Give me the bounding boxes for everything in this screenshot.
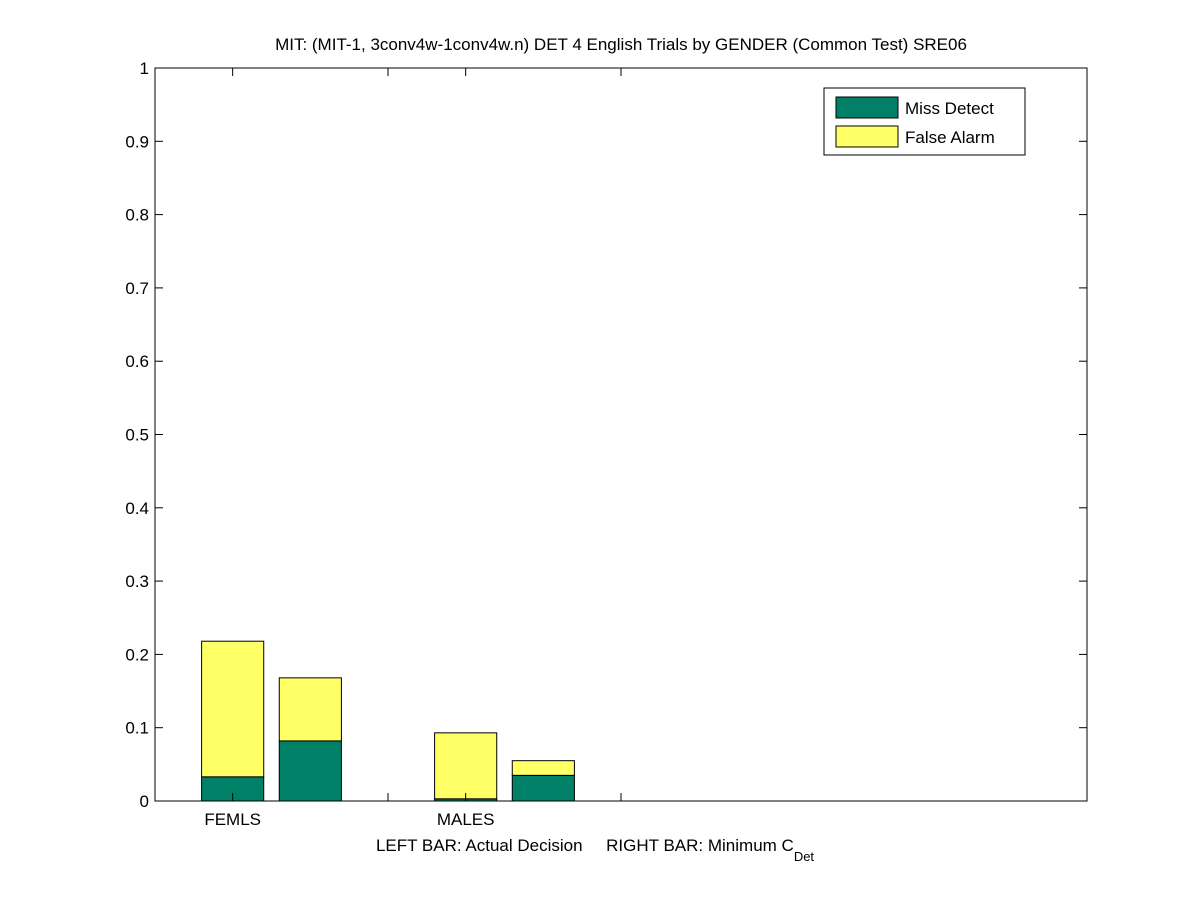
bar-segment: [511, 774, 575, 802]
x-axis-label: LEFT BAR: Actual Decision RIGHT BAR: Min…: [376, 836, 814, 864]
x-axis-label-subscript: Det: [794, 849, 815, 864]
chart-title: MIT: (MIT-1, 3conv4w-1conv4w.n) DET 4 En…: [275, 35, 967, 54]
legend-label: False Alarm: [905, 128, 995, 147]
x-tick-label: MALES: [437, 810, 495, 829]
legend-swatch: [835, 96, 899, 119]
y-tick-label: 0.9: [125, 132, 149, 151]
y-tick-label: 0: [140, 792, 149, 811]
y-tick-label: 0.5: [125, 426, 149, 445]
y-tick-label: 0.1: [125, 719, 149, 738]
y-tick-label: 0.6: [125, 352, 149, 371]
bar-segment: [278, 677, 342, 742]
y-tick-label: 0.4: [125, 499, 149, 518]
bar-segment: [278, 740, 342, 802]
y-tick-label: 0.8: [125, 206, 149, 225]
y-tick-label: 0.2: [125, 645, 149, 664]
bar-segment: [201, 640, 265, 778]
y-tick-label: 0.7: [125, 279, 149, 298]
y-tick-label: 0.3: [125, 572, 149, 591]
x-tick-label: FEMLS: [204, 810, 261, 829]
legend-swatch: [835, 125, 899, 148]
x-axis-label-main: LEFT BAR: Actual Decision RIGHT BAR: Min…: [376, 836, 794, 855]
bar-segment: [434, 732, 498, 800]
bar-segment: [511, 760, 575, 776]
y-tick-label: 1: [140, 59, 149, 78]
legend-label: Miss Detect: [905, 99, 994, 118]
